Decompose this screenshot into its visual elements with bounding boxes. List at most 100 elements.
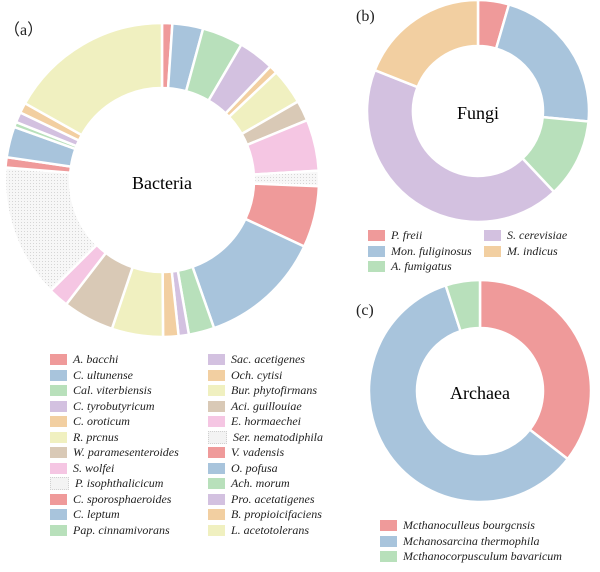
bacteria-legend-label: Pap. cinnamivorans — [73, 522, 170, 537]
bacteria-legend-label: Och. cytisi — [231, 367, 283, 382]
panel-label-b: (b) — [356, 8, 375, 25]
bacteria-legend-item-c-ultunense: C. ultunense — [50, 368, 208, 384]
bacteria-legend-swatch — [50, 385, 67, 397]
bacteria-legend-swatch — [50, 354, 67, 366]
archaea-legend-item-mchanosarcina-thermophila: Mchanosarcina thermophila — [380, 534, 600, 550]
fungi-slice-s-cerevisiae-3 — [365, 68, 556, 224]
bacteria-legend-item-pro-acetatigenes: Pro. acetatigenes — [208, 492, 366, 508]
bacteria-legend-item-bur-phytofirmans: Bur. phytofirmans — [208, 383, 366, 399]
bacteria-legend-label: Bur. phytofirmans — [231, 383, 318, 397]
bacteria-legend-item-pap-cinnamivorans: Pap. cinnamivorans — [50, 523, 208, 539]
bacteria-legend-label: C. ultunense — [73, 367, 133, 382]
archaea-legend: Mcthanoculleus bourgcnsis Mchanosarcina t… — [380, 518, 600, 565]
bacteria-legend-label: Pro. acetatigenes — [231, 491, 315, 506]
bacteria-legend-swatch — [50, 477, 69, 491]
bacteria-legend-item-a-bacchi: A. bacchi — [50, 352, 208, 368]
bacteria-legend-swatch — [208, 524, 225, 536]
bacteria-legend-label: E. hormaechei — [231, 414, 301, 428]
archaea-legend-item-mcthanoculleus-bourgcnsis: Mcthanoculleus bourgcnsis — [380, 518, 600, 534]
fungi-slice-mon-fuliginosus-1 — [494, 2, 591, 123]
bacteria-slice-r-prcnus-23 — [23, 21, 164, 137]
bacteria-legend-item-cal-viterbiensis: Cal. viterbiensis — [50, 383, 208, 399]
bacteria-legend-swatch — [208, 509, 225, 521]
bacteria-legend-swatch — [50, 493, 67, 505]
archaea-legend-label: Mchanosarcina thermophila — [403, 533, 540, 548]
archaea-legend-label: Mcthanocorpusculum bavaricum — [403, 549, 562, 563]
fungi-donut — [365, 0, 591, 224]
bacteria-legend-item-sac-acetigenes: Sac. acetigenes — [208, 352, 366, 368]
bacteria-legend-item-r-prcnus: R. prcnus — [50, 430, 208, 446]
bacteria-legend-swatch — [50, 431, 67, 443]
bacteria-legend-swatch — [50, 416, 67, 428]
bacteria-legend-label: R. prcnus — [73, 429, 119, 444]
bacteria-legend-label: C. leptum — [73, 507, 120, 521]
bacteria-legend-label: Cal. viterbiensis — [73, 383, 152, 397]
bacteria-legend-label: Sac. acetigenes — [231, 352, 305, 366]
bacteria-legend-item-c-leptum: C. leptum — [50, 507, 208, 523]
fungi-legend-item-p-freii: P. freii — [368, 228, 484, 244]
fungi-legend-item-s-cerevisiae: S. cerevisiae — [484, 228, 600, 244]
bacteria-legend-item-p-isophthalicicum: P. isophthalicicum — [50, 476, 208, 492]
fungi-legend-item-a-fumigatus: A. fumigatus — [368, 259, 484, 275]
archaea-legend-item-mcthanocorpusculum-bavaricum: Mcthanocorpusculum bavaricum — [380, 549, 600, 565]
fungi-legend-swatch — [368, 261, 385, 273]
bacteria-legend-item-s-wolfei: S. wolfei — [50, 461, 208, 477]
bacteria-legend-item-ser-nematodiphila: Ser. nematodiphila — [208, 430, 366, 446]
fungi-legend-label: P. freii — [391, 228, 423, 242]
bacteria-legend-label: A. bacchi — [73, 352, 119, 366]
archaea-legend-label: Mcthanoculleus bourgcnsis — [403, 518, 535, 532]
bacteria-legend-label: Ser. nematodiphila — [233, 429, 323, 444]
bacteria-legend-label: Aci. guillouiae — [231, 398, 302, 413]
bacteria-legend-label: V. vadensis — [231, 445, 285, 459]
bacteria-legend-label: C. oroticum — [73, 414, 130, 428]
bacteria-legend-label: W. paramesenteroides — [73, 445, 179, 459]
bacteria-legend: A. bacchi C. ultunense Cal. viterbiensis C.… — [50, 352, 360, 538]
fungi-center-label: Fungi — [457, 103, 499, 123]
fungi-legend-swatch — [484, 230, 501, 242]
bacteria-legend-swatch — [208, 400, 225, 412]
bacteria-legend-item-w-paramesenteroides: W. paramesenteroides — [50, 445, 208, 461]
bacteria-legend-swatch — [208, 354, 225, 366]
fungi-legend-swatch — [368, 245, 385, 257]
panel-label-c: (c) — [356, 302, 374, 319]
archaea-slice-mcthanocorpusculum-bavaricum-2 — [444, 278, 482, 333]
bacteria-legend-item-och-cytisi: Och. cytisi — [208, 368, 366, 384]
bacteria-legend-swatch — [208, 416, 225, 428]
bacteria-legend-item-c-sporosphaeroides: C. sporosphaeroides — [50, 492, 208, 508]
bacteria-legend-swatch — [50, 369, 67, 381]
bacteria-legend-label: C. tyrobutyricum — [73, 398, 155, 413]
bacteria-legend-label: Ach. morum — [231, 476, 290, 490]
bacteria-center-label: Bacteria — [132, 173, 192, 193]
bacteria-legend-item-o-pofusa: O. pofusa — [208, 461, 366, 477]
archaea-donut — [367, 278, 593, 504]
bacteria-legend-swatch — [50, 524, 67, 536]
bacteria-legend-swatch — [208, 430, 227, 444]
bacteria-legend-item-e-hormaechei: E. hormaechei — [208, 414, 366, 430]
bacteria-legend-label: B. propioicifaciens — [231, 507, 322, 521]
bacteria-legend-swatch — [50, 462, 67, 474]
bacteria-legend-item-l-acetotolerans: L. acetotolerans — [208, 523, 366, 539]
bacteria-legend-swatch — [50, 400, 67, 412]
bacteria-legend-label: C. sporosphaeroides — [73, 491, 172, 506]
bacteria-legend-label: O. pofusa — [231, 460, 278, 475]
bacteria-legend-swatch — [208, 462, 225, 474]
archaea-legend-swatch — [380, 520, 397, 532]
bacteria-legend-item-b-propioicifaciens: B. propioicifaciens — [208, 507, 366, 523]
bacteria-legend-label: P. isophthalicicum — [75, 476, 164, 490]
fungi-legend-label: S. cerevisiae — [507, 228, 568, 242]
bacteria-donut — [3, 21, 321, 339]
bacteria-legend-swatch — [208, 385, 225, 397]
fungi-legend-label: Mon. fuliginosus — [391, 243, 472, 258]
fungi-legend-label: A. fumigatus — [391, 259, 452, 273]
bacteria-legend-item-ach-morum: Ach. morum — [208, 476, 366, 492]
fungi-slice-m-indicus-4 — [373, 0, 480, 89]
bacteria-legend-swatch — [208, 478, 225, 490]
fungi-legend-swatch — [484, 245, 501, 257]
archaea-center-label: Archaea — [450, 383, 510, 403]
bacteria-legend-swatch — [208, 447, 225, 459]
bacteria-legend-item-v-vadensis: V. vadensis — [208, 445, 366, 461]
archaea-slice-mchanosarcina-thermophila-1 — [367, 283, 570, 504]
bacteria-legend-swatch — [208, 369, 225, 381]
fungi-legend: P. freii Mon. fuliginosus A. fumigatus S. c… — [368, 228, 600, 275]
